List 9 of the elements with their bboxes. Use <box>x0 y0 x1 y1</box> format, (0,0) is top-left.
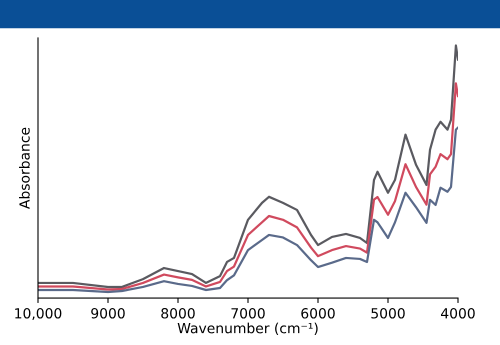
x-tick-label: 6000 <box>301 308 335 319</box>
x-tick-label: 7000 <box>231 308 265 319</box>
x-tick-label: 8000 <box>161 308 195 319</box>
x-axis-title: Wavenumber (cm⁻¹) <box>178 322 318 336</box>
x-tick-label: 9000 <box>91 308 125 319</box>
x-tick-label: 10,000 <box>15 308 62 320</box>
y-axis-title: Absorbance <box>19 128 30 209</box>
x-tick-label: 4000 <box>441 308 475 319</box>
x-tick-label: 5000 <box>371 308 405 319</box>
